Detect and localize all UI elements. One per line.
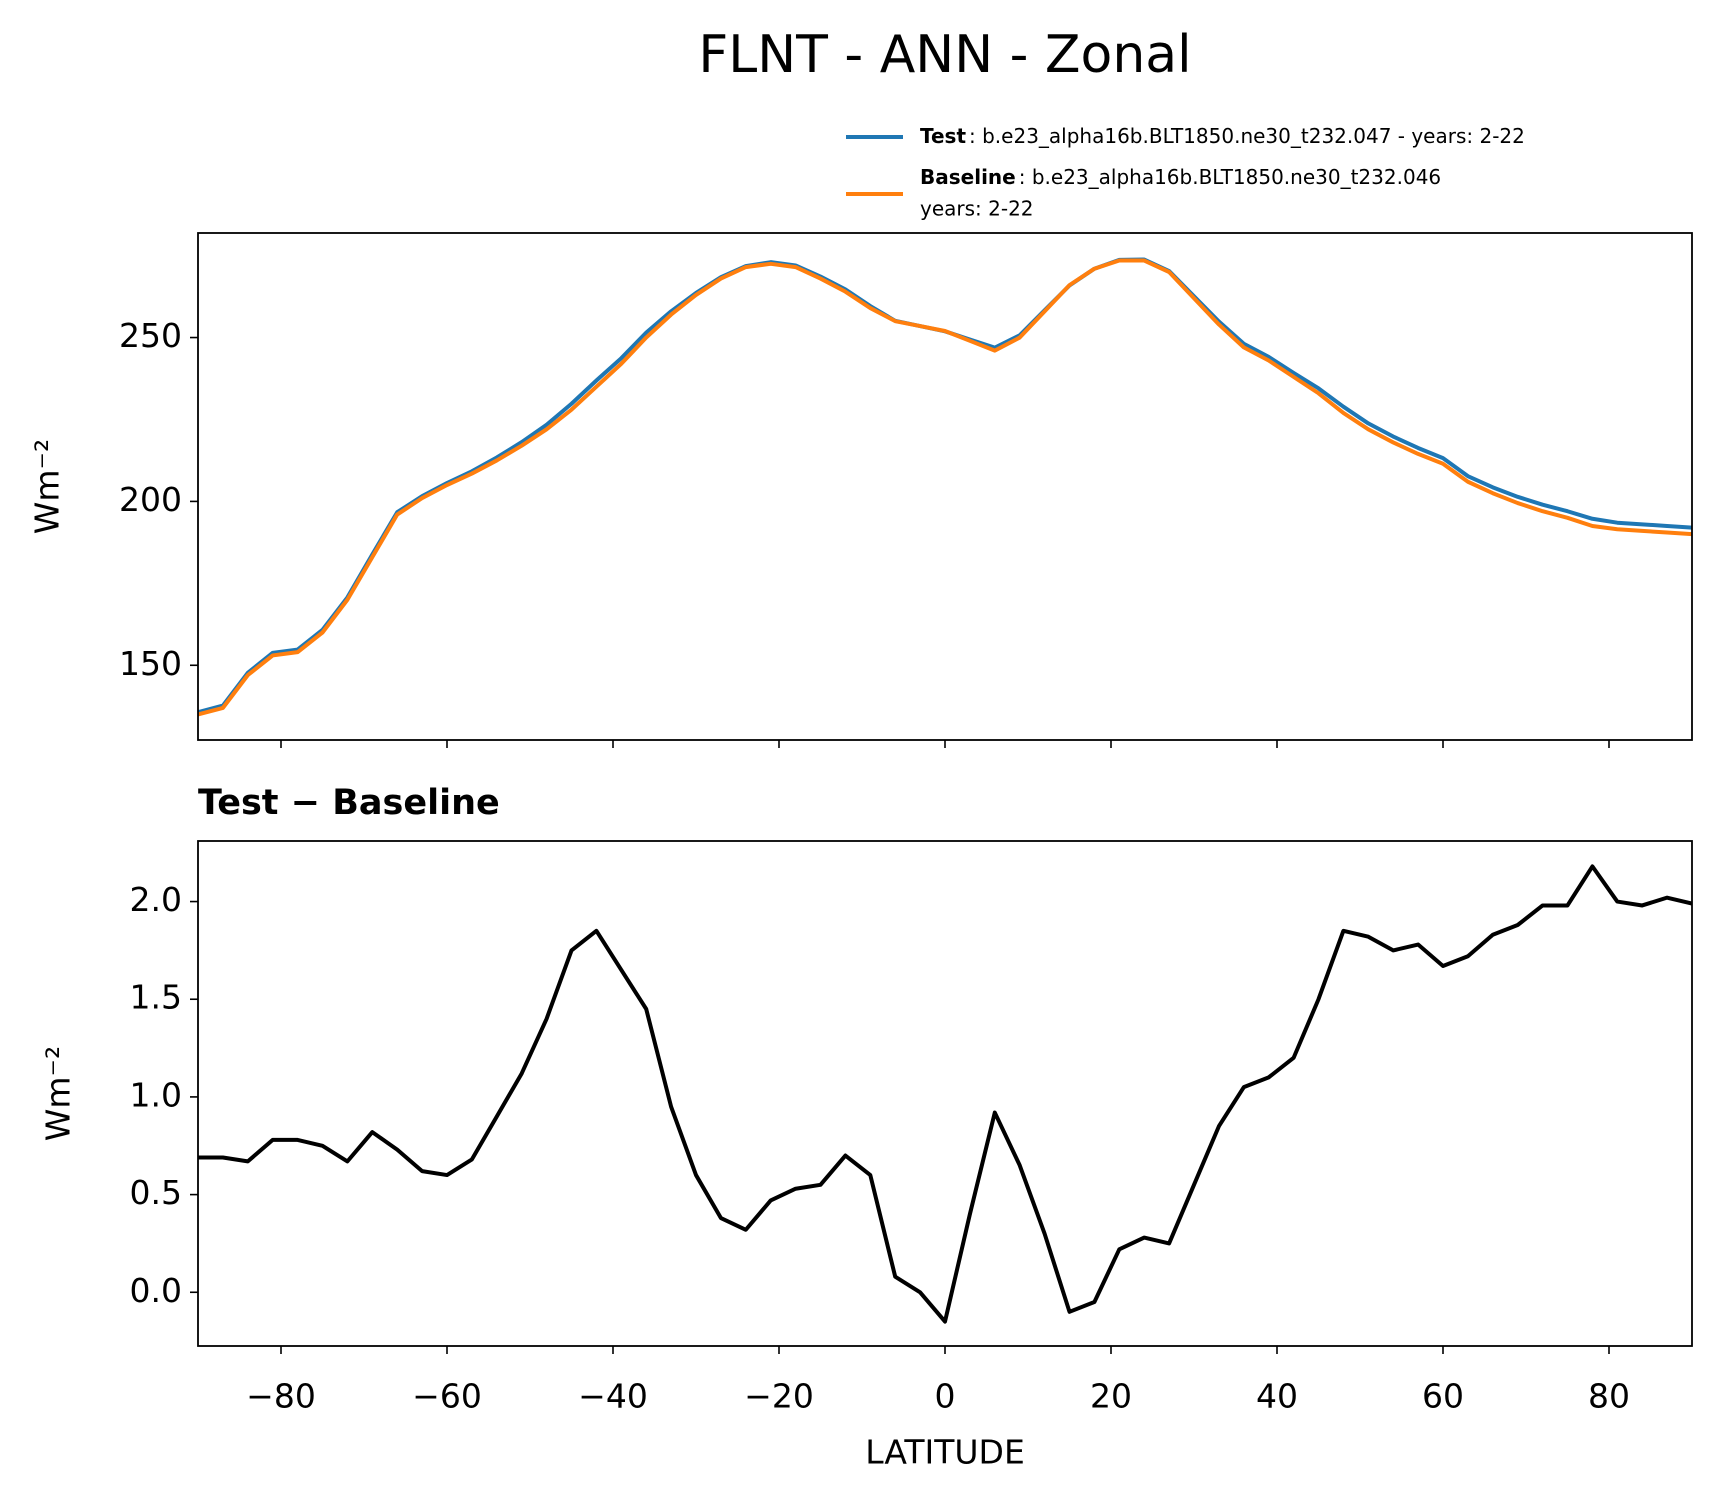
y-tick-label: 250 — [119, 316, 182, 355]
y-axis-label: Wm⁻² — [39, 1046, 78, 1141]
y-tick-label: 0.5 — [130, 1173, 182, 1212]
legend-name: Baseline — [920, 165, 1016, 189]
y-tick-label: 0.0 — [130, 1271, 182, 1310]
x-tick-label: −60 — [412, 1377, 482, 1416]
legend-label: Test: b.e23_alpha16b.BLT1850.ne30_t232.0… — [920, 124, 1525, 148]
data-line — [198, 257, 1692, 715]
axes-frame — [197, 840, 1693, 1347]
x-tick-label: 20 — [1090, 1377, 1132, 1416]
legend-label: Baseline: b.e23_alpha16b.BLT1850.ne30_t2… — [920, 165, 1441, 189]
x-tick-label: 0 — [935, 1377, 956, 1416]
y-tick-label: 1.5 — [130, 978, 182, 1017]
axes-frame — [197, 232, 1693, 741]
x-tick-label: 60 — [1422, 1377, 1464, 1416]
y-tick-label: 150 — [119, 644, 182, 683]
legend-description: : b.e23_alpha16b.BLT1850.ne30_t232.047 -… — [969, 124, 1525, 148]
data-line — [198, 864, 1692, 1324]
subplot-title: Test − Baseline — [198, 783, 500, 823]
x-tick-label: −20 — [744, 1377, 814, 1416]
x-axis-label: LATITUDE — [865, 1433, 1025, 1472]
x-tick-label: −40 — [578, 1377, 648, 1416]
x-tick-label: 80 — [1588, 1377, 1630, 1416]
y-tick-label: 1.0 — [130, 1075, 182, 1114]
data-line — [198, 258, 1692, 717]
y-axis-label: Wm⁻² — [28, 439, 67, 534]
legend-name: Test — [920, 124, 966, 148]
y-tick-label: 2.0 — [130, 880, 182, 919]
x-tick-label: −80 — [246, 1377, 316, 1416]
y-tick-label: 200 — [119, 480, 182, 519]
x-tick-label: 40 — [1256, 1377, 1298, 1416]
figure-title: FLNT - ANN - Zonal — [698, 25, 1191, 85]
legend-description: : b.e23_alpha16b.BLT1850.ne30_t232.046 — [1019, 165, 1441, 189]
legend-description: years: 2-22 — [920, 197, 1034, 221]
